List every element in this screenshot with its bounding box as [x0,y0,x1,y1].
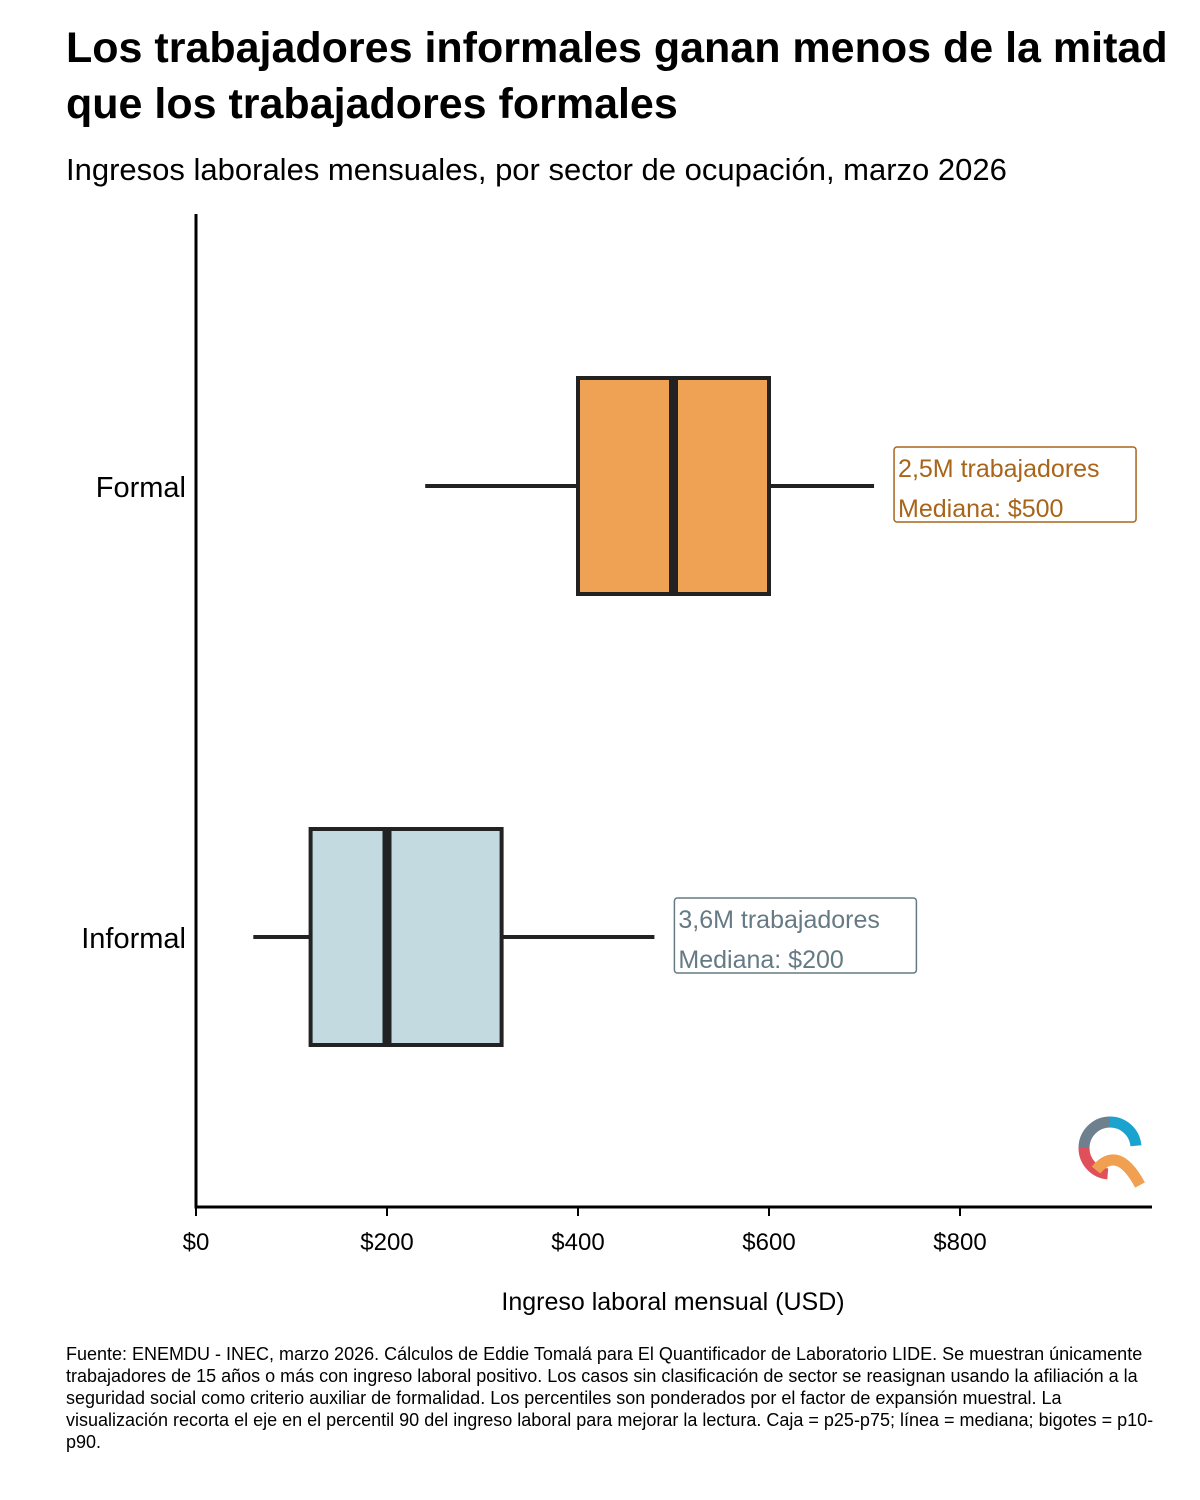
logo-arc [1078,1147,1109,1180]
chart-subtitle: Ingresos laborales mensuales, por sector… [66,152,1007,187]
annotation-text: Mediana: $200 [678,946,843,974]
annotation-box [673,897,918,974]
annotation-text: 3,6M trabajadores [678,906,880,934]
x-tick-label: $400 [551,1229,604,1256]
x-tick-label: $200 [360,1229,413,1256]
box-iqr [308,827,504,1047]
axes [194,214,1152,1209]
boxplot-chart: $0 $200 $400 $600 $800 Formal Informal 2,5M t… [81,214,1152,1316]
annotation-box [893,446,1137,523]
y-categories: Formal Informal [81,472,186,955]
y-category-label: Formal [96,472,186,504]
annotation-text: 2,5M trabajadores [898,455,1100,483]
boxes [253,376,875,1047]
chart-title: Los trabajadores informales ganan menos … [66,24,1168,128]
annotation-text: Mediana: $500 [898,495,1063,523]
logo-arc [1078,1116,1111,1149]
quantificador-logo-icon [1078,1116,1145,1188]
x-tick-label: $800 [933,1229,986,1256]
y-category-label: Informal [81,923,186,955]
source-caption: Fuente: ENEMDU - INEC, marzo 2026. Cálcu… [66,1344,1154,1452]
annotations: 2,5M trabajadores Mediana: $500 3,6M traba… [673,446,1137,974]
logo-arc [1109,1116,1142,1147]
logo-tail [1091,1154,1145,1188]
x-tick-label: $600 [742,1229,795,1256]
x-ticks: $0 $200 $400 $600 $800 [183,1207,987,1256]
x-tick-label: $0 [183,1229,210,1256]
x-axis-label: Ingreso laboral mensual (USD) [501,1288,844,1316]
